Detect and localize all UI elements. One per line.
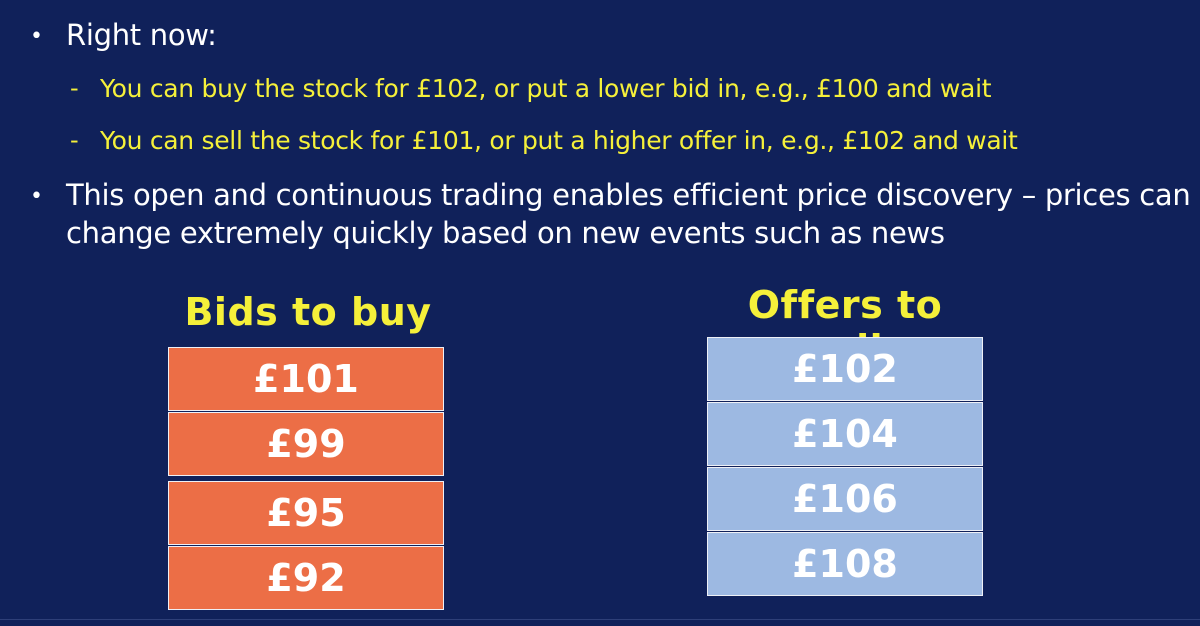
bottom-divider [0, 619, 1200, 620]
sub-bullet-dash: - [70, 74, 79, 102]
bids-heading: Bids to buy [184, 290, 432, 334]
offer-cell: £106 [707, 467, 983, 531]
bid-cell: £92 [168, 546, 444, 610]
offers-table: £102 £104 £106 £108 [707, 337, 983, 597]
sub-bullet-dash: - [70, 126, 79, 154]
offer-cell: £108 [707, 532, 983, 596]
bid-cell: £95 [168, 481, 444, 545]
sub-bullet-buy: You can buy the stock for £102, or put a… [100, 74, 992, 103]
offer-cell: £102 [707, 337, 983, 401]
offer-cell: £104 [707, 402, 983, 466]
bullet-price-discovery-line1: This open and continuous trading enables… [66, 178, 1191, 212]
bullet-price-discovery-line2: change extremely quickly based on new ev… [66, 216, 945, 250]
bid-cell: £101 [168, 347, 444, 411]
bullet-dot: • [30, 24, 43, 49]
bullet-dot: • [30, 184, 43, 209]
bid-cell: £99 [168, 412, 444, 476]
sub-bullet-sell: You can sell the stock for £101, or put … [100, 126, 1018, 155]
bullet-right-now: Right now: [66, 18, 217, 52]
bids-table: £101 £99 £95 £92 [168, 347, 444, 611]
